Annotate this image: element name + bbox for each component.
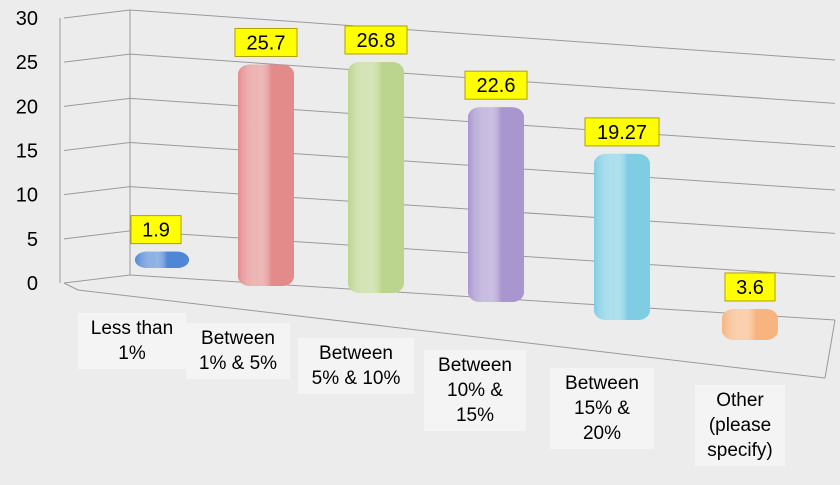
data-label-box — [584, 117, 660, 147]
y-tick-label: 10 — [16, 185, 38, 207]
data-label: 22.6 — [477, 75, 516, 97]
data-label: 1.9 — [142, 220, 170, 242]
floor-front-edge — [77, 289, 826, 379]
gridline-side — [63, 142, 131, 151]
data-label-box — [234, 27, 298, 57]
bar-shine — [135, 251, 189, 268]
bar-shine — [594, 153, 650, 320]
y-tick-label: 25 — [16, 52, 38, 74]
data-label-box — [344, 25, 408, 55]
y-tick-label: 5 — [27, 229, 38, 251]
y-tick-label: 20 — [16, 96, 38, 118]
gridline-side — [63, 9, 131, 19]
gridline — [129, 9, 836, 61]
x-tick-label: Between 5% & 10% — [298, 338, 414, 394]
data-label-box — [464, 70, 528, 100]
bar-shine — [468, 107, 524, 302]
gridline-side — [63, 274, 131, 284]
x-tick-label: Other (please specify) — [695, 385, 785, 466]
data-label: 19.27 — [597, 122, 647, 144]
x-tick-label: Less than 1% — [78, 313, 186, 369]
gridline-side — [63, 186, 131, 196]
data-label: 3.6 — [736, 277, 764, 299]
y-tick-label: 30 — [16, 8, 38, 30]
floor-right-edge — [824, 319, 836, 379]
gridline-side — [63, 97, 131, 107]
y-tick-label: 15 — [16, 141, 38, 163]
bar-shine — [722, 308, 778, 340]
data-label: 26.8 — [357, 30, 396, 52]
data-label-box — [724, 272, 776, 302]
x-tick-label: Between 10% & 15% — [424, 350, 526, 431]
data-label: 25.7 — [247, 32, 286, 54]
x-tick-label: Between 15% & 20% — [550, 368, 654, 449]
y-tick-label: 0 — [27, 273, 38, 295]
bar-shine — [348, 61, 404, 293]
floor-left-edge — [63, 282, 79, 291]
data-label-box — [130, 215, 182, 245]
x-tick-label: Between 1% & 5% — [186, 323, 290, 379]
bar-shine — [238, 64, 294, 286]
gridline-side — [63, 230, 131, 240]
gridline-side — [63, 53, 131, 63]
